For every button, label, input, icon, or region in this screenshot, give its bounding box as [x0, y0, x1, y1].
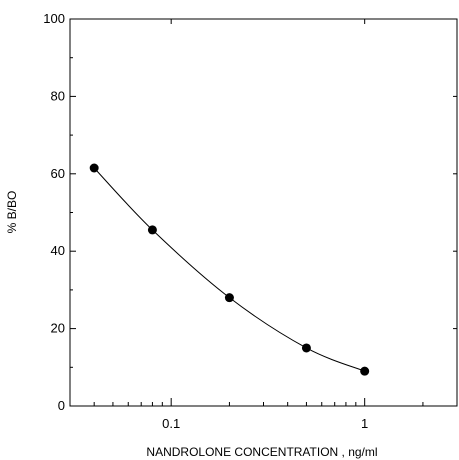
data-point: [89, 163, 99, 173]
y-tick-label: 60: [51, 166, 65, 181]
y-axis-ticks: 0 20 40 60 80 100: [43, 11, 457, 413]
data-point: [224, 293, 234, 303]
data-point: [147, 225, 157, 235]
x-axis-title: NANDROLONE CONCENTRATION , ng/ml: [146, 445, 377, 459]
x-tick-label: 0.1: [162, 416, 180, 431]
y-tick-label: 0: [58, 398, 65, 413]
minor-ticks: [70, 57, 424, 406]
x-tick-label: 1: [361, 416, 368, 431]
series-line: [93, 167, 365, 372]
y-axis-title: % B/BO: [5, 191, 19, 234]
series-layer: [89, 163, 370, 376]
data-point: [360, 366, 370, 376]
y-tick-label: 80: [51, 88, 65, 103]
y-tick-label: 20: [51, 321, 65, 336]
data-point: [301, 343, 311, 353]
y-tick-label: 40: [51, 243, 65, 258]
y-tick-label: 100: [43, 11, 65, 26]
x-axis-ticks: 0.1 1: [162, 19, 368, 431]
plot-frame: [69, 18, 458, 407]
